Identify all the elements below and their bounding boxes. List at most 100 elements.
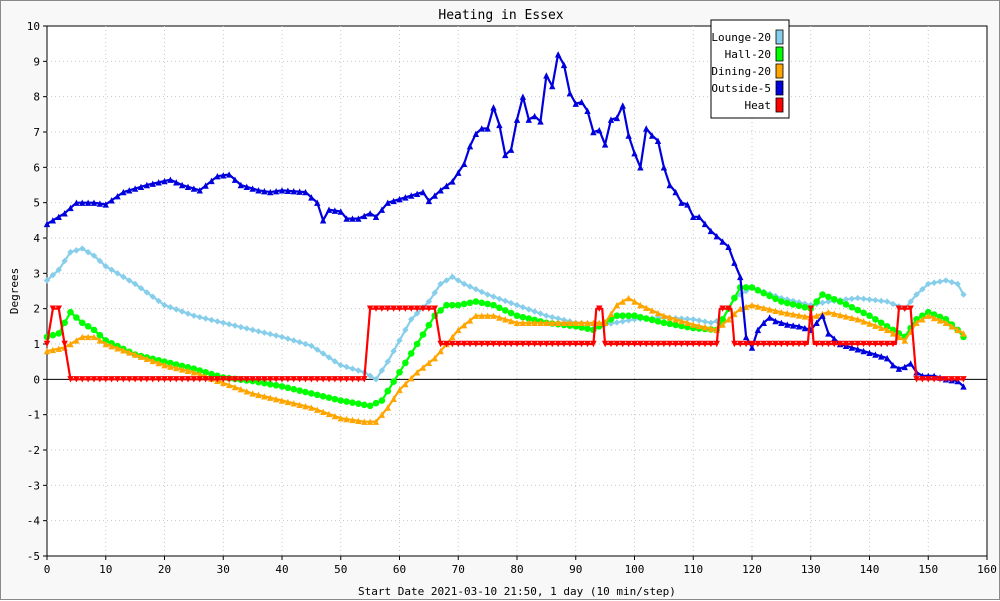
data-point xyxy=(760,340,767,348)
data-point xyxy=(842,313,850,320)
data-point xyxy=(161,376,168,383)
data-point xyxy=(549,319,556,326)
data-point xyxy=(907,305,914,312)
data-point xyxy=(378,305,386,312)
data-point xyxy=(590,340,597,348)
data-point xyxy=(648,340,656,348)
data-point xyxy=(766,292,773,300)
data-point xyxy=(243,325,250,332)
data-point xyxy=(443,277,450,284)
data-point xyxy=(631,312,638,320)
data-point xyxy=(607,116,615,123)
data-point xyxy=(936,376,944,383)
data-point xyxy=(49,331,57,339)
data-point xyxy=(384,305,391,312)
data-point xyxy=(831,340,838,348)
data-point xyxy=(625,294,632,302)
data-point xyxy=(684,315,691,323)
data-point xyxy=(308,390,315,397)
data-point xyxy=(173,364,180,372)
data-point xyxy=(161,362,168,369)
data-point xyxy=(79,333,86,341)
data-point xyxy=(390,378,397,385)
data-point xyxy=(936,313,944,321)
data-point xyxy=(202,315,209,322)
data-point xyxy=(296,339,303,346)
data-point xyxy=(120,188,127,196)
data-point xyxy=(319,376,327,383)
data-point xyxy=(43,340,51,348)
data-point xyxy=(114,192,121,200)
data-point xyxy=(854,294,861,302)
data-point xyxy=(619,318,626,325)
data-point xyxy=(537,319,544,326)
data-point xyxy=(502,297,509,305)
data-point xyxy=(484,312,491,319)
data-point xyxy=(478,312,485,319)
data-point xyxy=(184,367,192,375)
data-point xyxy=(290,400,297,407)
data-point xyxy=(537,340,544,348)
data-point xyxy=(372,418,380,425)
data-point xyxy=(948,278,955,286)
data-point xyxy=(267,330,274,338)
data-point xyxy=(472,340,480,348)
data-point xyxy=(214,376,221,383)
data-point xyxy=(560,319,568,326)
data-point xyxy=(519,319,527,326)
data-point xyxy=(889,330,897,337)
data-point xyxy=(419,305,427,312)
data-point xyxy=(748,284,756,291)
data-point xyxy=(760,289,768,297)
data-point xyxy=(84,376,92,383)
data-point xyxy=(196,367,204,374)
data-point xyxy=(601,141,609,148)
y-axis-label: Degrees xyxy=(8,268,21,314)
data-point xyxy=(167,176,174,183)
data-point xyxy=(924,308,932,316)
data-point xyxy=(954,280,961,288)
data-point xyxy=(284,376,292,383)
data-point xyxy=(161,358,168,365)
data-point xyxy=(284,384,292,392)
data-point xyxy=(178,308,186,315)
data-point xyxy=(325,376,333,383)
data-point xyxy=(572,340,579,348)
data-point xyxy=(343,398,350,405)
data-point xyxy=(302,402,309,410)
data-point xyxy=(272,382,280,389)
data-point xyxy=(319,350,327,357)
data-point xyxy=(801,303,809,311)
data-point xyxy=(842,296,850,303)
data-point xyxy=(872,296,879,304)
data-point xyxy=(525,116,532,123)
data-point xyxy=(67,308,74,316)
data-point xyxy=(901,305,908,312)
data-point xyxy=(120,273,127,281)
data-point xyxy=(830,295,838,303)
data-point xyxy=(55,213,62,220)
data-point xyxy=(308,404,315,411)
data-point xyxy=(449,178,456,185)
data-point xyxy=(155,179,162,186)
data-point xyxy=(648,316,656,324)
data-point xyxy=(443,340,450,348)
data-point xyxy=(778,309,785,316)
data-point xyxy=(361,376,368,383)
y-tick-label: -5 xyxy=(27,550,40,563)
data-point xyxy=(836,340,844,348)
data-point xyxy=(402,359,409,367)
data-point xyxy=(449,301,456,309)
data-point xyxy=(231,383,239,391)
data-point xyxy=(73,199,80,206)
data-point xyxy=(425,359,433,367)
data-point xyxy=(454,301,462,309)
data-point xyxy=(437,307,444,314)
data-point xyxy=(355,367,362,374)
data-point xyxy=(789,322,797,329)
data-point xyxy=(331,412,339,420)
data-point xyxy=(942,376,950,383)
data-point xyxy=(784,310,791,317)
data-point xyxy=(208,316,215,324)
